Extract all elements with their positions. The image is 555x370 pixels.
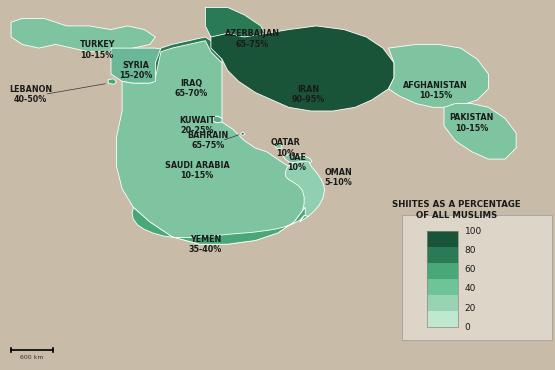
Text: YEMEN
35-40%: YEMEN 35-40% — [189, 235, 222, 254]
Bar — [427, 263, 458, 279]
Bar — [427, 295, 458, 312]
Text: AZERBAIJAN
65-75%: AZERBAIJAN 65-75% — [225, 29, 280, 48]
Text: LEBANON
40-50%: LEBANON 40-50% — [9, 85, 52, 104]
Text: QATAR
10%: QATAR 10% — [271, 138, 301, 158]
Bar — [427, 312, 458, 327]
Polygon shape — [213, 116, 222, 123]
Polygon shape — [11, 18, 155, 52]
Polygon shape — [275, 141, 282, 149]
Polygon shape — [283, 155, 312, 164]
Text: 80: 80 — [465, 246, 476, 255]
Text: SHIITES AS A PERCENTAGE
OF ALL MUSLIMS: SHIITES AS A PERCENTAGE OF ALL MUSLIMS — [392, 200, 521, 220]
Bar — [427, 279, 458, 295]
Text: 40: 40 — [465, 285, 476, 293]
Text: SYRIA
15-20%: SYRIA 15-20% — [119, 61, 153, 80]
Bar — [427, 231, 458, 247]
Text: 100: 100 — [465, 227, 482, 236]
Bar — [427, 231, 458, 327]
Polygon shape — [444, 104, 516, 159]
Text: 600 km: 600 km — [20, 355, 43, 360]
Bar — [402, 215, 552, 340]
Text: IRAQ
65-70%: IRAQ 65-70% — [175, 79, 208, 98]
Text: 60: 60 — [465, 265, 476, 274]
Polygon shape — [155, 37, 222, 83]
Text: IRAN
90-95%: IRAN 90-95% — [291, 85, 325, 104]
Text: 20: 20 — [465, 304, 476, 313]
Polygon shape — [205, 7, 266, 48]
Text: 0: 0 — [465, 323, 470, 332]
Text: TURKEY
10-15%: TURKEY 10-15% — [79, 40, 115, 60]
Text: SAUDI ARABIA
10-15%: SAUDI ARABIA 10-15% — [165, 161, 229, 180]
Polygon shape — [285, 161, 325, 216]
Polygon shape — [132, 207, 308, 244]
Polygon shape — [111, 48, 183, 83]
Text: AFGHANISTAN
10-15%: AFGHANISTAN 10-15% — [403, 81, 468, 100]
Polygon shape — [117, 41, 305, 244]
Bar — [427, 247, 458, 263]
Polygon shape — [388, 44, 488, 107]
Polygon shape — [240, 132, 245, 135]
Text: OMAN
5-10%: OMAN 5-10% — [325, 168, 352, 187]
Polygon shape — [211, 26, 394, 111]
Polygon shape — [108, 79, 117, 84]
Text: BAHRAIN
65-75%: BAHRAIN 65-75% — [188, 131, 229, 150]
Text: UAE
10%: UAE 10% — [287, 153, 306, 172]
Text: KUWAIT
20-25%: KUWAIT 20-25% — [179, 116, 215, 135]
Text: PAKISTAN
10-15%: PAKISTAN 10-15% — [450, 113, 494, 132]
